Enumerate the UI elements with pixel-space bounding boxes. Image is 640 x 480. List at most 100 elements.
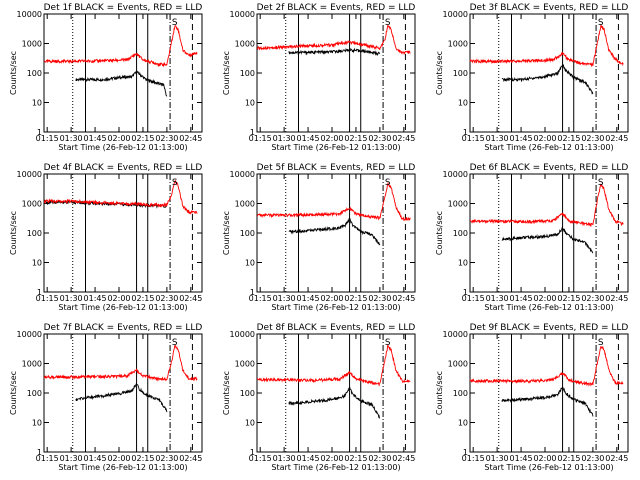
x-tick-label: 01:15 <box>249 134 272 143</box>
y-tick-label: 1 <box>37 128 42 137</box>
x-tick-label: 02:45 <box>392 294 415 303</box>
peak-marker-label: S <box>385 178 391 188</box>
x-tick-label: 02:45 <box>179 134 202 143</box>
lld-series-line <box>256 182 411 222</box>
x-tick-label: 02:30 <box>368 134 391 143</box>
lld-series-line <box>469 183 624 228</box>
y-tick-label: 1000 <box>235 360 255 369</box>
peak-marker-label: S <box>385 338 391 348</box>
y-tick-label: 1 <box>463 288 468 297</box>
y-tick-label: 10 <box>32 99 42 108</box>
x-tick-label: 02:45 <box>605 454 628 463</box>
panel-6: Det 6f BLACK = Events, RED = LLD 1 10 100 10… <box>435 163 629 312</box>
x-tick-label: 02:00 <box>533 454 556 463</box>
panel-title: Det 5f BLACK = Events, RED = LLD <box>257 163 416 173</box>
y-axis-label: Counts/sec <box>435 211 444 255</box>
y-tick-label: 1000 <box>448 200 468 209</box>
y-tick-label: 10000 <box>443 330 468 339</box>
y-axis-label: Counts/sec <box>9 211 18 255</box>
panel-9: Det 9f BLACK = Events, RED = LLD 1 10 100 10… <box>435 323 629 472</box>
events-series-line <box>501 386 594 417</box>
x-tick-label: 02:00 <box>107 294 130 303</box>
lld-series-line <box>469 346 624 387</box>
lld-series-line <box>469 23 624 68</box>
x-tick-label: 01:30 <box>60 454 83 463</box>
x-tick-label: 01:15 <box>36 134 59 143</box>
plot-frame <box>256 173 416 293</box>
x-tick-label: 02:00 <box>533 134 556 143</box>
x-tick-label: 01:15 <box>462 454 485 463</box>
events-series-line <box>501 62 594 95</box>
peak-marker-label: S <box>598 18 604 28</box>
y-axis-label: Counts/sec <box>222 51 231 95</box>
peak-marker-label: S <box>385 18 391 28</box>
y-tick-label: 1000 <box>22 200 42 209</box>
y-tick-label: 10 <box>245 419 255 428</box>
x-tick-label: 01:15 <box>36 454 59 463</box>
x-tick-label: 01:15 <box>249 454 272 463</box>
x-tick-label: 02:15 <box>344 294 367 303</box>
panel-5: Det 5f BLACK = Events, RED = LLD 1 10 100 10… <box>222 163 416 312</box>
panel-1: Det 1f BLACK = Events, RED = LLD 1 10 100 10… <box>9 3 203 152</box>
x-axis-label: Start Time (26-Feb-12 01:13:00) <box>484 303 613 312</box>
x-tick-label: 02:00 <box>320 454 343 463</box>
x-axis-label: Start Time (26-Feb-12 01:13:00) <box>58 143 187 152</box>
y-axis-label: Counts/sec <box>222 211 231 255</box>
x-tick-label: 01:45 <box>84 454 107 463</box>
x-tick-label: 02:45 <box>605 294 628 303</box>
x-axis-label: Start Time (26-Feb-12 01:13:00) <box>271 463 400 472</box>
events-series-line <box>75 70 168 97</box>
y-axis-label: Counts/sec <box>9 371 18 415</box>
lld-series-line <box>257 344 411 387</box>
panel-title: Det 9f BLACK = Events, RED = LLD <box>470 323 629 333</box>
x-tick-label: 02:45 <box>179 454 202 463</box>
x-tick-label: 01:45 <box>510 294 533 303</box>
x-tick-label: 01:45 <box>84 134 107 143</box>
x-tick-label: 02:45 <box>605 134 628 143</box>
y-tick-label: 10000 <box>17 330 42 339</box>
y-tick-label: 100 <box>240 229 255 238</box>
x-axis-label: Start Time (26-Feb-12 01:13:00) <box>58 463 187 472</box>
lld-series-line <box>256 24 411 55</box>
x-axis-label: Start Time (26-Feb-12 01:13:00) <box>58 303 187 312</box>
y-tick-label: 10 <box>32 259 42 268</box>
y-tick-label: 10 <box>245 259 255 268</box>
y-tick-label: 1 <box>250 288 255 297</box>
x-tick-label: 02:15 <box>131 134 154 143</box>
y-tick-label: 10000 <box>17 170 42 179</box>
x-tick-label: 02:30 <box>155 134 178 143</box>
x-axis-label: Start Time (26-Feb-12 01:13:00) <box>484 143 613 152</box>
x-tick-label: 02:45 <box>179 294 202 303</box>
panel-8: Det 8f BLACK = Events, RED = LLD 1 10 100 10… <box>222 323 416 472</box>
y-tick-label: 10000 <box>443 170 468 179</box>
y-tick-label: 10000 <box>17 10 42 19</box>
y-tick-label: 100 <box>240 69 255 78</box>
y-tick-label: 1 <box>250 448 255 457</box>
x-tick-label: 01:45 <box>297 294 320 303</box>
x-tick-label: 02:00 <box>107 134 130 143</box>
x-tick-label: 02:30 <box>581 454 604 463</box>
x-tick-label: 01:30 <box>60 294 83 303</box>
x-tick-label: 02:00 <box>533 294 556 303</box>
y-tick-label: 100 <box>240 389 255 398</box>
peak-marker-label: S <box>598 338 604 348</box>
events-series-line <box>288 386 381 419</box>
x-axis-label: Start Time (26-Feb-12 01:13:00) <box>271 303 400 312</box>
x-axis-label: Start Time (26-Feb-12 01:13:00) <box>271 143 400 152</box>
y-tick-label: 1000 <box>448 360 468 369</box>
x-tick-label: 02:15 <box>557 294 580 303</box>
panel-3: Det 3f BLACK = Events, RED = LLD 1 10 100 10… <box>435 3 629 152</box>
x-tick-label: 01:45 <box>297 454 320 463</box>
x-tick-label: 01:30 <box>273 454 296 463</box>
y-axis-label: Counts/sec <box>222 371 231 415</box>
x-tick-label: 01:15 <box>462 294 485 303</box>
x-tick-label: 01:30 <box>486 294 509 303</box>
y-tick-label: 100 <box>27 389 42 398</box>
y-tick-label: 10000 <box>443 10 468 19</box>
lld-series-line <box>43 344 198 382</box>
plot-frame <box>43 173 203 293</box>
y-tick-label: 1 <box>250 128 255 137</box>
x-tick-label: 01:45 <box>510 134 533 143</box>
x-axis-label: Start Time (26-Feb-12 01:13:00) <box>484 463 613 472</box>
